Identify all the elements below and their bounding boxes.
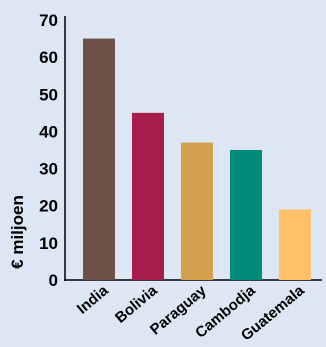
y-tick-label: 50 — [39, 85, 58, 104]
y-tick-label: 0 — [49, 271, 58, 290]
x-tick-label: India — [74, 282, 112, 318]
y-tick-label: 10 — [39, 234, 58, 253]
bars — [83, 38, 311, 281]
bar-cambodja — [230, 150, 262, 280]
y-tick-label: 60 — [39, 48, 58, 67]
bar-india — [83, 38, 115, 281]
bar-guatemala — [279, 209, 311, 280]
y-tick-label: 20 — [39, 197, 58, 216]
bar-paraguay — [181, 142, 213, 280]
bar-bolivia — [132, 112, 164, 280]
y-tick-label: 30 — [39, 160, 58, 179]
y-tick-label: 40 — [39, 122, 58, 141]
y-ticks: 0 10 20 30 40 50 60 70 — [39, 11, 58, 290]
y-axis-title: € miljoen — [8, 195, 27, 269]
y-tick-label: 70 — [39, 11, 58, 30]
